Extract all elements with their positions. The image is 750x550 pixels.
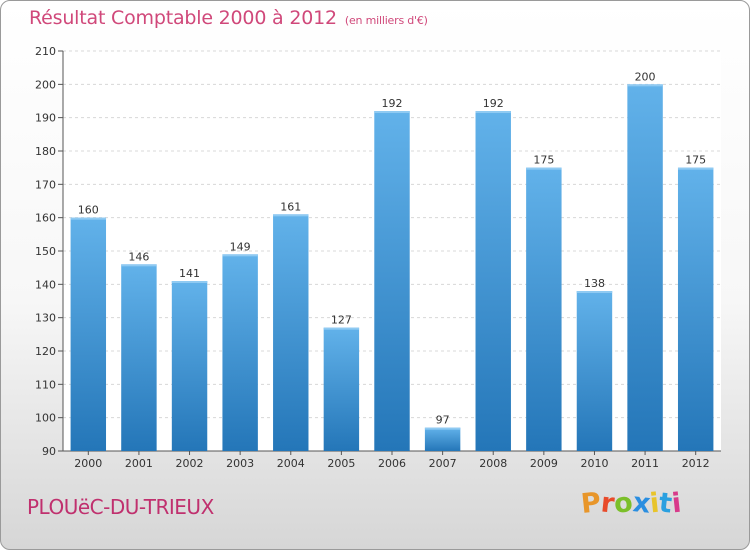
value-label-2007: 97 xyxy=(436,414,450,427)
y-tick-label: 200 xyxy=(35,78,56,91)
x-tick-label-2002: 2002 xyxy=(176,457,204,470)
chart-subtitle: (en milliers d'€) xyxy=(344,14,428,27)
value-label-2004: 161 xyxy=(280,200,301,213)
y-tick-label: 90 xyxy=(42,445,56,458)
value-label-2005: 127 xyxy=(331,314,352,327)
y-tick-label: 210 xyxy=(35,45,56,58)
bar-highlight xyxy=(627,84,663,87)
y-tick-label: 110 xyxy=(35,378,56,391)
bar-2002 xyxy=(171,281,208,451)
bar-2009 xyxy=(526,167,562,451)
y-tick-label: 130 xyxy=(35,312,56,325)
bar-highlight xyxy=(121,264,157,267)
value-label-2000: 160 xyxy=(78,204,99,217)
x-tick-label-2003: 2003 xyxy=(226,457,254,470)
bar-highlight xyxy=(424,427,461,430)
y-tick-label: 140 xyxy=(35,278,56,291)
x-tick-label-2001: 2001 xyxy=(125,457,153,470)
bar-2000 xyxy=(70,217,107,451)
bar-2007 xyxy=(424,427,461,451)
bar-highlight xyxy=(374,111,410,113)
bar-2003 xyxy=(222,254,258,451)
y-tick-label: 170 xyxy=(35,178,56,191)
bar-highlight xyxy=(171,281,208,283)
x-tick-label-2006: 2006 xyxy=(378,457,406,470)
x-tick-label-2010: 2010 xyxy=(580,457,608,470)
proxiti-logo: Proxiti xyxy=(579,487,684,520)
commune-name: PLOUëC-DU-TRIEUX xyxy=(27,495,214,519)
value-label-2009: 175 xyxy=(533,154,554,167)
chart-title-text: Résultat Comptable 2000 à 2012 xyxy=(29,7,337,29)
y-tick-label: 100 xyxy=(35,412,56,425)
bar-2001 xyxy=(121,264,157,451)
value-label-2010: 138 xyxy=(584,277,605,290)
x-tick-label-2000: 2000 xyxy=(74,457,102,470)
x-tick-label-2004: 2004 xyxy=(277,457,305,470)
value-label-2006: 192 xyxy=(382,97,403,110)
bar-2012 xyxy=(677,167,714,451)
bar-highlight xyxy=(677,167,714,170)
x-tick-label-2011: 2011 xyxy=(631,457,659,470)
bar-highlight xyxy=(323,327,360,330)
y-tick-label: 180 xyxy=(35,145,56,158)
value-label-2011: 200 xyxy=(635,70,656,83)
bar-highlight xyxy=(526,167,562,170)
value-label-2001: 146 xyxy=(128,250,149,263)
logo-letter: i xyxy=(670,487,684,520)
x-tick-label-2012: 2012 xyxy=(682,457,710,470)
x-tick-label-2009: 2009 xyxy=(530,457,558,470)
bar-2011 xyxy=(627,84,663,451)
value-label-2012: 175 xyxy=(685,154,706,167)
bar-2010 xyxy=(576,291,613,451)
y-tick-label: 190 xyxy=(35,112,56,125)
bar-highlight xyxy=(475,111,511,113)
value-label-2002: 141 xyxy=(179,267,200,280)
x-tick-label-2005: 2005 xyxy=(327,457,355,470)
bar-highlight xyxy=(222,254,258,257)
value-label-2008: 192 xyxy=(483,97,504,110)
bar-highlight xyxy=(576,291,613,293)
bar-highlight xyxy=(70,217,107,220)
bar-2005 xyxy=(323,327,360,451)
bar-highlight xyxy=(273,214,309,217)
x-tick-label-2008: 2008 xyxy=(479,457,507,470)
y-tick-label: 120 xyxy=(35,345,56,358)
x-tick-label-2007: 2007 xyxy=(429,457,457,470)
chart-title: Résultat Comptable 2000 à 2012 (en millie… xyxy=(29,7,428,29)
bar-2008 xyxy=(475,111,511,451)
value-label-2003: 149 xyxy=(230,240,251,253)
bar-2004 xyxy=(273,214,309,451)
y-tick-label: 160 xyxy=(35,212,56,225)
bar-2006 xyxy=(374,111,410,451)
y-tick-label: 150 xyxy=(35,245,56,258)
